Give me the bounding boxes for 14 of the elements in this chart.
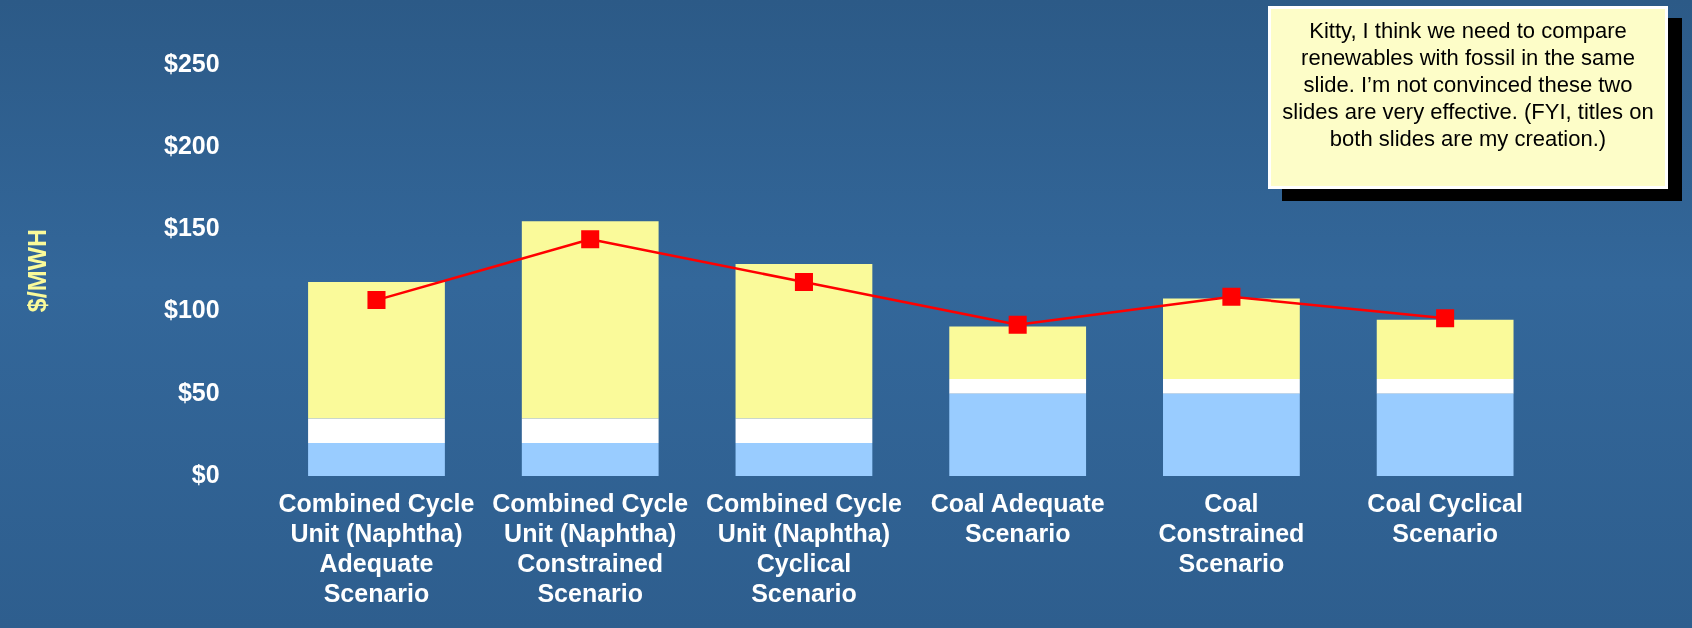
x-tick-label: Combined Cycle Unit (Naphtha) Adequate Scenario bbox=[278, 488, 475, 607]
y-tick-label: $0 bbox=[191, 459, 220, 488]
x-tick-label: Combined Cycle Unit (Naphtha) Constrained Scenario bbox=[492, 488, 689, 607]
x-tick-label: Coal Constrained Scenario bbox=[1158, 488, 1305, 577]
x-tick-label: Coal Cyclical Scenario bbox=[1367, 488, 1523, 547]
y-tick-label: $50 bbox=[177, 377, 220, 406]
y-tick-label: $200 bbox=[163, 131, 220, 160]
y-axis-title: $/MWH bbox=[22, 228, 51, 313]
x-tick-label: Combined Cycle Unit (Naphtha) Cyclical Scenario bbox=[706, 488, 902, 607]
annotation: Kitty, I think we need to compare renewables with fossil in the same slide. I’m not convinced these two slides are very effective. (FYI, titles on both slides are my creation.) bbox=[1268, 6, 1668, 189]
y-tick-label: $100 bbox=[163, 295, 220, 324]
x-tick-label: Coal Adequate Scenario bbox=[930, 488, 1105, 547]
y-tick-label: $150 bbox=[163, 213, 220, 242]
y-tick-label: $250 bbox=[163, 48, 220, 77]
